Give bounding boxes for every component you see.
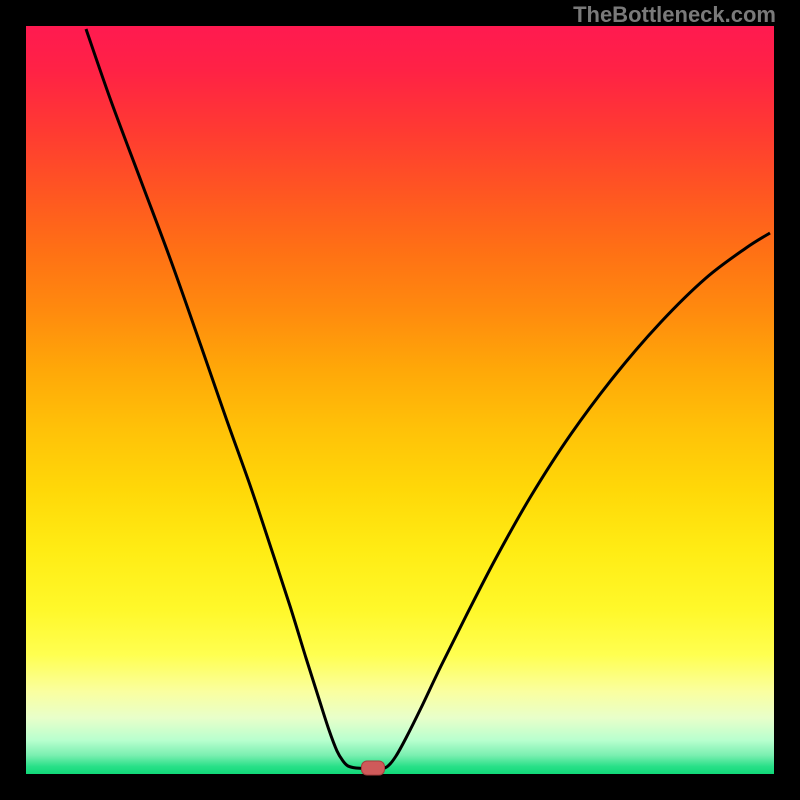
bottleneck-chart: TheBottleneck.com	[0, 0, 800, 800]
optimum-marker	[361, 761, 385, 776]
curve-svg	[26, 26, 774, 774]
plot-area	[26, 26, 774, 774]
bottleneck-curve	[86, 29, 770, 769]
watermark-text: TheBottleneck.com	[573, 2, 776, 28]
